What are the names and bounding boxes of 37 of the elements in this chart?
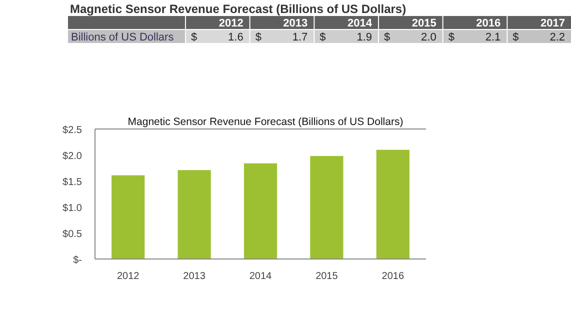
text: $: [191, 32, 198, 44]
y-tick-label: $2.0: [62, 151, 82, 162]
x-tick-label: 2015: [412, 18, 436, 30]
data-label: 1.9: [356, 32, 372, 44]
bar: [310, 156, 344, 259]
x-tick-label: 2016: [476, 18, 501, 30]
data-label: 1.7: [292, 32, 308, 44]
bar: [178, 170, 211, 259]
data-label: 1.6: [228, 32, 244, 44]
chart-title: Magnetic Sensor Revenue Forecast (Billions of US Dollars): [70, 2, 406, 16]
x-tick-label: 2013: [283, 18, 308, 30]
data-label: 2.0: [421, 32, 436, 44]
data-label: 2.2: [550, 32, 565, 44]
y-tick-label: $1.5: [62, 177, 82, 188]
text: $: [384, 32, 390, 44]
bar: [376, 150, 410, 259]
x-tick-label: 2013: [183, 271, 206, 282]
data-label: 2.1: [485, 32, 501, 44]
text: $: [320, 32, 326, 44]
bar: [112, 175, 145, 259]
text: $: [448, 32, 454, 44]
x-tick-label: 2015: [316, 271, 338, 282]
bar: [244, 163, 278, 259]
y-tick-label: $2.5: [62, 125, 82, 136]
x-tick-label: 2012: [218, 18, 244, 30]
chart-title: Magnetic Sensor Revenue Forecast (Billions of US Dollars): [128, 116, 404, 128]
y-tick-label: $1.0: [62, 203, 82, 214]
y-tick-label: Billions of US Dollars: [71, 32, 174, 44]
x-tick-label: 2014: [249, 271, 272, 282]
x-tick-label: 2017: [540, 18, 565, 30]
y-tick-label: $-: [73, 255, 82, 266]
x-tick-label: 2014: [348, 18, 373, 30]
y-tick-label: $0.5: [62, 229, 82, 240]
x-tick-label: 2016: [382, 271, 404, 282]
text: $: [512, 32, 519, 44]
annotation: $: [255, 32, 262, 44]
x-tick-label: 2012: [116, 271, 140, 282]
